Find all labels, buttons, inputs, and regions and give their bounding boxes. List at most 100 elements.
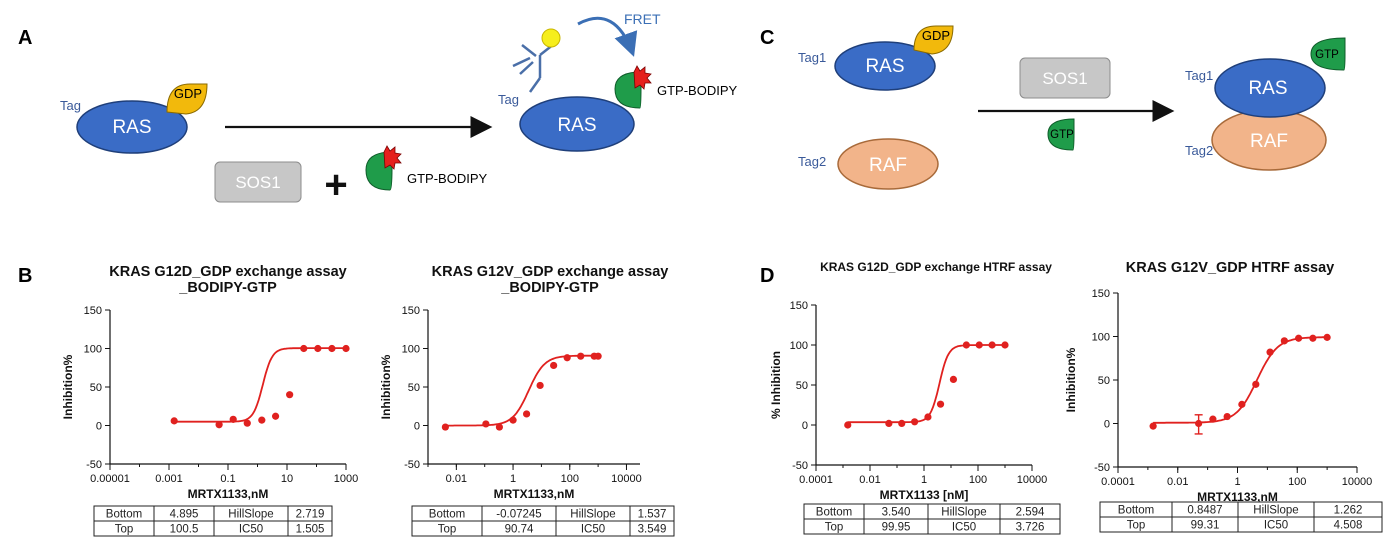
x-axis-label: MRTX1133,nM xyxy=(188,487,269,501)
y-tick-label: 50 xyxy=(90,382,102,394)
params-table-cell: HillSlope xyxy=(570,509,615,521)
params-table-cell: Bottom xyxy=(1118,505,1154,517)
params-table-cell: 3.540 xyxy=(882,507,911,519)
params-table-cell: HillSlope xyxy=(228,509,273,521)
data-point xyxy=(495,423,504,431)
data-point xyxy=(550,361,558,370)
data-point xyxy=(1223,412,1231,421)
ras-label-right-c: RAS xyxy=(1248,78,1287,99)
y-tick-label: 150 xyxy=(84,305,102,317)
gtp-drop-icon-c xyxy=(1047,118,1075,151)
ras-oval-c xyxy=(834,41,936,91)
chart-g12v-htrf: KRAS G12V_GDP HTRF assay 150 100 50 0 -50 0.00… xyxy=(1064,260,1383,533)
x-tick-label: 100 xyxy=(1288,476,1306,488)
data-point xyxy=(885,419,893,427)
data-point xyxy=(577,352,585,360)
y-tick-label: 50 xyxy=(796,380,808,392)
params-table-cell: 3.549 xyxy=(638,524,667,536)
fit-curve xyxy=(847,344,1005,424)
data-point xyxy=(1209,415,1217,423)
params-table-cell: 2.719 xyxy=(296,509,325,521)
data-point xyxy=(482,420,490,428)
params-table-cell: Top xyxy=(1127,520,1146,532)
x-axis-label: MRTX1133 [nM] xyxy=(880,488,969,502)
data-point xyxy=(844,421,852,429)
params-table-cell: 90.74 xyxy=(505,524,534,536)
y-tick-label: 150 xyxy=(402,305,420,317)
params-table-cell: 1.505 xyxy=(296,524,325,536)
y-axis-label: Inhibition% xyxy=(379,354,393,419)
panel-label-b: B xyxy=(18,265,32,287)
y-tick-label: 0 xyxy=(96,421,102,433)
y-tick-label: 0 xyxy=(414,421,420,433)
x-tick-label: 0.00001 xyxy=(90,473,130,485)
plus-sign: + xyxy=(324,163,347,207)
data-point xyxy=(975,341,983,349)
data-point xyxy=(1280,337,1288,345)
x-tick-label: 10000 xyxy=(611,473,642,485)
params-table-cell: 99.31 xyxy=(1191,520,1220,532)
data-point xyxy=(314,344,322,353)
data-point xyxy=(328,344,336,353)
data-point xyxy=(1266,348,1274,356)
data-point xyxy=(1149,422,1157,430)
gtp-label-c: GTP xyxy=(1050,129,1074,141)
gdp-label-c: GDP xyxy=(922,28,950,43)
chart-title: KRAS G12D_GDP exchange assay xyxy=(109,264,347,280)
x-axis-label: MRTX1133,nM xyxy=(1197,490,1278,504)
data-point xyxy=(1295,334,1303,342)
ras-label: RAS xyxy=(112,117,151,138)
data-point xyxy=(1001,341,1009,349)
chart-title: KRAS G12V_GDP HTRF assay xyxy=(1126,260,1334,276)
chart-subtitle: _BODIPY-GTP xyxy=(178,280,277,296)
sos1-label: SOS1 xyxy=(235,173,280,192)
data-point xyxy=(441,423,449,431)
chart-title: KRAS G12D_GDP exchange HTRF assay xyxy=(820,260,1052,274)
data-point xyxy=(962,341,970,349)
data-point xyxy=(229,415,237,423)
data-point xyxy=(1323,333,1331,341)
panel-label-c: C xyxy=(760,27,774,49)
data-point xyxy=(170,417,178,425)
fit-curve xyxy=(445,354,599,427)
y-tick-label: 100 xyxy=(1092,332,1110,344)
x-tick-label: 0.0001 xyxy=(799,474,833,486)
y-tick-label: -50 xyxy=(1094,462,1110,474)
gdp-icon xyxy=(166,83,208,115)
y-tick-label: 0 xyxy=(802,420,808,432)
data-point xyxy=(563,354,571,362)
y-axis-label: Inhibition% xyxy=(1064,347,1078,412)
data-point xyxy=(215,421,223,429)
y-tick-label: 50 xyxy=(1098,375,1110,387)
panel-label-a: A xyxy=(18,27,32,49)
gdp-icon-c xyxy=(913,25,954,55)
tag2-label: Tag2 xyxy=(798,154,826,169)
fit-curve xyxy=(174,347,346,423)
x-tick-label: 0.01 xyxy=(1167,476,1188,488)
gtp-label-right-c: GTP xyxy=(1315,49,1339,61)
params-table-cell: 1.537 xyxy=(638,509,667,521)
tag1-label-right: Tag1 xyxy=(1185,68,1213,83)
x-tick-label: 1000 xyxy=(334,473,358,485)
chart-g12d-bodipy: KRAS G12D_GDP exchange assay_BODIPY-GTP 1… xyxy=(61,264,358,537)
params-table-cell: IC50 xyxy=(239,524,263,536)
x-tick-label: 1 xyxy=(921,474,927,486)
tag-label: Tag xyxy=(60,98,81,113)
gdp-label: GDP xyxy=(174,86,202,101)
bodipy-star-icon-right xyxy=(633,65,652,90)
x-tick-label: 10 xyxy=(281,473,293,485)
y-tick-label: -50 xyxy=(404,459,420,471)
raf-oval xyxy=(837,138,939,190)
params-table-cell: 100.5 xyxy=(170,524,199,536)
y-axis-label: Inhibition% xyxy=(61,354,75,419)
data-point xyxy=(536,381,544,390)
data-point xyxy=(594,352,602,360)
params-table-cell: IC50 xyxy=(1264,520,1288,532)
params-table-cell: Bottom xyxy=(816,507,852,519)
params-table-cell: 2.594 xyxy=(1016,507,1045,519)
params-table-cell: 4.895 xyxy=(170,509,199,521)
sos1-box-c xyxy=(1019,57,1111,99)
x-tick-label: 10000 xyxy=(1017,474,1048,486)
fret-arrow xyxy=(577,16,638,57)
